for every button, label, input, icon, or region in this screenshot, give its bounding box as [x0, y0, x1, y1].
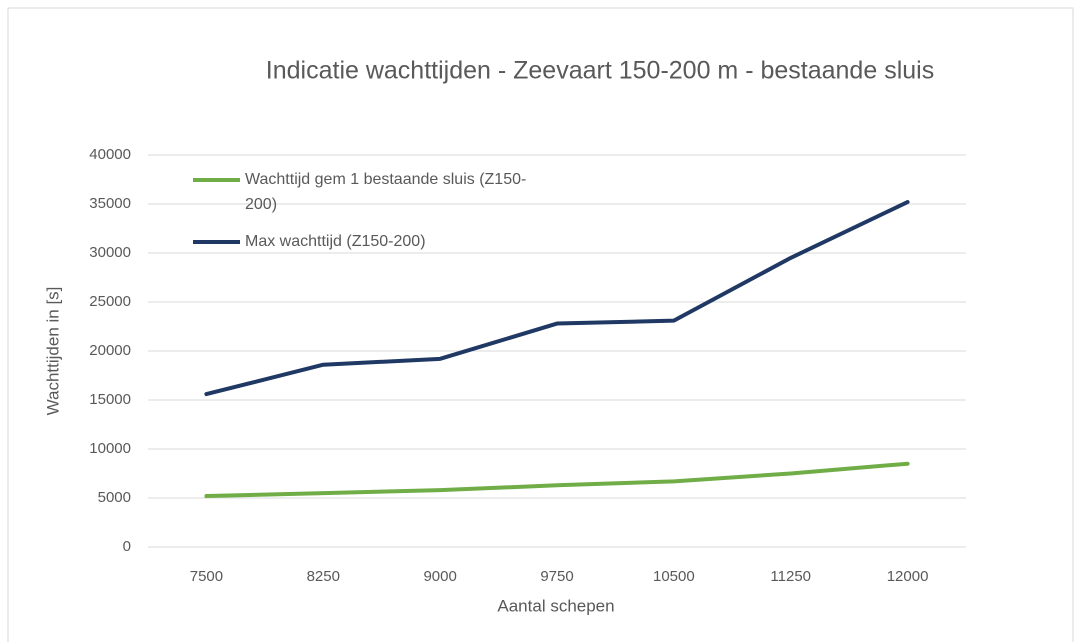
y-tick-label: 5000: [98, 489, 131, 506]
y-tick-label: 10000: [89, 440, 131, 457]
data-line: [204, 200, 910, 397]
chart-title: Indicatie wachttijden - Zeevaart 150-200…: [266, 57, 934, 85]
x-tick-label: 10500: [653, 568, 695, 585]
y-tick-label: 15000: [89, 391, 131, 408]
x-axis-label: Aantal schepen: [497, 596, 614, 615]
chart-border: [7, 7, 1074, 642]
y-tick-label: 20000: [89, 342, 131, 359]
y-tick-label: 0: [123, 538, 131, 555]
x-tick-label: 12000: [887, 568, 929, 585]
x-tick-label: 9000: [423, 568, 456, 585]
y-tick-label: 25000: [89, 293, 131, 310]
legend-label: Max wachttijd (Z150-200): [245, 233, 426, 250]
y-axis-label: Wachttijden in [s]: [43, 287, 62, 416]
data-line: [204, 461, 910, 499]
x-tick-label: 11250: [770, 568, 811, 585]
x-tick-label: 7500: [190, 568, 223, 585]
y-tick-label: 40000: [89, 146, 131, 163]
legend-label: Wachttijd gem 1 bestaande sluis (Z150-20…: [245, 171, 527, 213]
y-tick-label: 35000: [89, 195, 131, 212]
x-tick-label: 8250: [307, 568, 340, 585]
x-tick-label: 9750: [540, 568, 573, 585]
y-tick-label: 30000: [89, 244, 131, 261]
